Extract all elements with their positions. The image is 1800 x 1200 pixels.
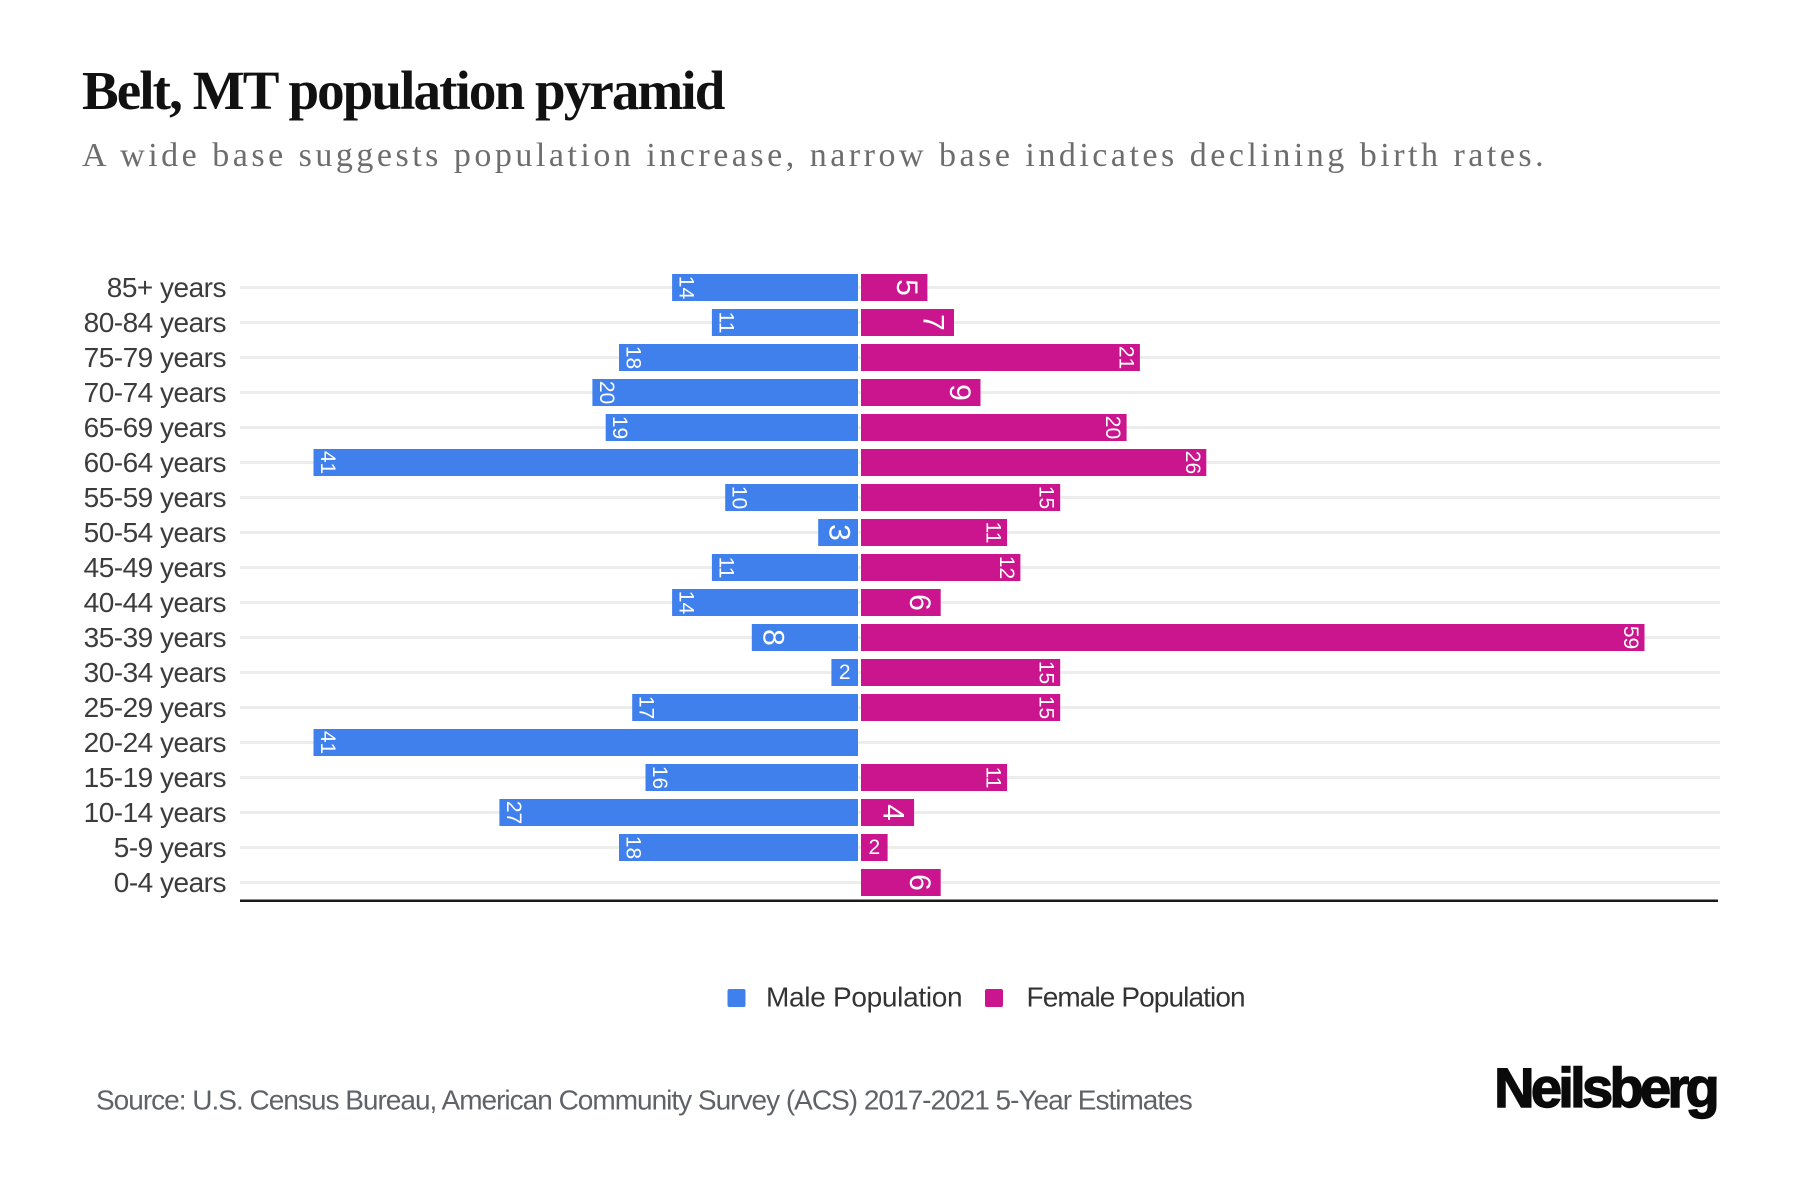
svg-text:60-64 years: 60-64 years [84, 447, 226, 478]
svg-text:20: 20 [1101, 416, 1124, 439]
svg-text:70-74 years: 70-74 years [84, 377, 226, 408]
svg-text:A wide base suggests populatio: A wide base suggests population increase… [82, 137, 1547, 174]
svg-text:2: 2 [868, 836, 880, 859]
svg-text:14: 14 [675, 591, 698, 615]
svg-text:11: 11 [714, 557, 737, 579]
svg-text:8: 8 [756, 629, 789, 646]
svg-text:4: 4 [877, 804, 910, 821]
svg-text:0-4 years: 0-4 years [114, 867, 226, 898]
svg-text:27: 27 [502, 801, 525, 824]
svg-text:11: 11 [982, 767, 1005, 789]
svg-text:12: 12 [995, 556, 1018, 579]
svg-text:21: 21 [1114, 346, 1137, 369]
svg-text:16: 16 [648, 766, 671, 789]
svg-text:5: 5 [890, 279, 923, 296]
svg-text:25-29 years: 25-29 years [84, 692, 226, 723]
svg-text:11: 11 [714, 312, 737, 334]
svg-text:80-84 years: 80-84 years [84, 307, 226, 338]
svg-text:65-69 years: 65-69 years [84, 412, 226, 443]
svg-text:Neilsberg: Neilsberg [1494, 1056, 1716, 1119]
svg-text:17: 17 [635, 696, 658, 719]
svg-text:Belt, MT population pyramid: Belt, MT population pyramid [82, 60, 725, 121]
svg-text:15: 15 [1035, 696, 1058, 719]
svg-text:9: 9 [943, 384, 976, 401]
svg-text:45-49 years: 45-49 years [84, 552, 226, 583]
svg-text:59: 59 [1619, 626, 1642, 649]
svg-text:75-79 years: 75-79 years [84, 342, 226, 373]
svg-text:11: 11 [982, 522, 1005, 544]
svg-text:6: 6 [903, 874, 936, 891]
svg-text:20-24 years: 20-24 years [84, 727, 226, 758]
svg-text:18: 18 [622, 346, 645, 369]
svg-text:50-54 years: 50-54 years [84, 517, 226, 548]
svg-text:35-39 years: 35-39 years [84, 622, 226, 653]
svg-text:85+ years: 85+ years [107, 272, 226, 303]
svg-text:2: 2 [839, 661, 851, 684]
svg-text:18: 18 [622, 836, 645, 859]
svg-text:15: 15 [1035, 661, 1058, 684]
svg-text:6: 6 [903, 594, 936, 611]
svg-text:14: 14 [675, 276, 698, 300]
svg-text:10-14 years: 10-14 years [84, 797, 226, 828]
svg-text:7: 7 [917, 314, 950, 331]
svg-text:Male Population: Male Population [766, 982, 962, 1013]
svg-text:41: 41 [316, 451, 339, 474]
svg-text:Female Population: Female Population [1027, 982, 1245, 1013]
svg-text:19: 19 [608, 416, 631, 439]
svg-text:41: 41 [316, 731, 339, 754]
svg-text:40-44 years: 40-44 years [84, 587, 226, 618]
svg-text:20: 20 [595, 381, 618, 404]
svg-text:10: 10 [728, 486, 751, 509]
svg-text:3: 3 [823, 524, 856, 541]
svg-text:15: 15 [1035, 486, 1058, 509]
svg-text:15-19 years: 15-19 years [84, 762, 226, 793]
svg-text:55-59 years: 55-59 years [84, 482, 226, 513]
svg-text:30-34 years: 30-34 years [84, 657, 226, 688]
svg-text:26: 26 [1181, 451, 1204, 474]
svg-text:5-9 years: 5-9 years [114, 832, 226, 863]
svg-text:Source: U.S. Census Bureau, Am: Source: U.S. Census Bureau, American Com… [96, 1085, 1192, 1116]
